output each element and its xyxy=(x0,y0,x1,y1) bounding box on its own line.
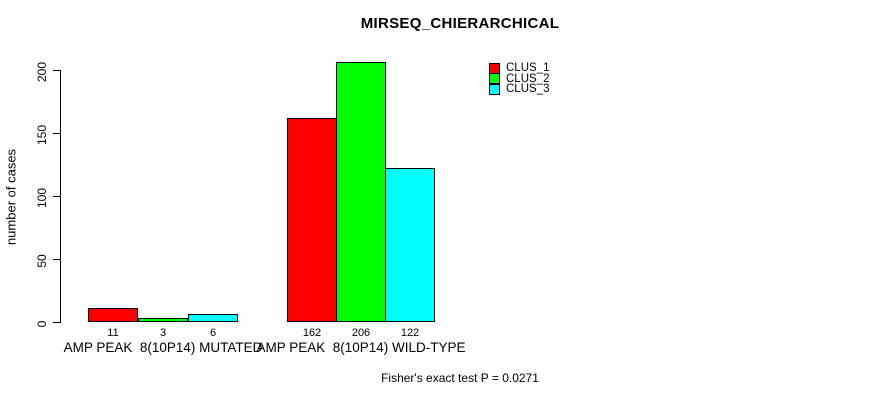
bar-value-label: 162 xyxy=(302,327,322,339)
chart-title: MIRSEQ_CHIERARCHICAL xyxy=(360,15,560,32)
y-tick-label-text: 200 xyxy=(35,61,49,83)
group-label-mutated: AMP PEAK 8(10P14) MUTATED xyxy=(63,340,263,355)
fisher-test-annotation: Fisher's exact test P = 0.0271 xyxy=(381,371,539,385)
bar-value-label: 3 xyxy=(159,327,167,339)
legend-label: CLUS_2 xyxy=(506,72,550,85)
legend: CLUS_1 CLUS_2 CLUS_3 xyxy=(489,63,549,95)
y-tick xyxy=(53,259,61,260)
bar-clus_2-group2 xyxy=(336,62,386,322)
bar-clus_1-group1 xyxy=(88,308,138,322)
bar-clus_3-group1 xyxy=(188,314,238,322)
y-tick-label-text: 0 xyxy=(35,320,49,328)
bar-value-label: 122 xyxy=(400,327,420,339)
legend-label: CLUS_3 xyxy=(506,83,550,95)
y-tick xyxy=(53,70,61,71)
legend-swatch-icon xyxy=(489,73,500,85)
legend-swatch-icon xyxy=(489,62,500,74)
bar-value-label: 11 xyxy=(107,327,119,339)
legend-row-clus_1: CLUS_1 xyxy=(489,63,549,74)
y-tick-label-text: 50 xyxy=(35,254,49,268)
y-tick-label-text: 150 xyxy=(35,124,49,146)
bar-value-label: 6 xyxy=(209,327,217,339)
y-tick-label-text: 100 xyxy=(35,187,49,209)
bar-clus_2-group1 xyxy=(138,318,188,322)
y-tick xyxy=(53,196,61,197)
legend-swatch-icon xyxy=(489,83,500,95)
legend-row-clus_3: CLUS_3 xyxy=(489,84,549,95)
y-axis-title-text: number of cases xyxy=(3,148,19,246)
bar-value-label: 206 xyxy=(351,327,371,339)
y-tick xyxy=(53,322,61,323)
y-tick xyxy=(53,133,61,134)
bar-clus_3-group2 xyxy=(385,168,435,322)
legend-label: CLUS_1 xyxy=(506,62,550,74)
bar-clus_1-group2 xyxy=(287,118,337,322)
group-label-wild-type: AMP PEAK 8(10P14) WILD-TYPE xyxy=(256,340,466,355)
